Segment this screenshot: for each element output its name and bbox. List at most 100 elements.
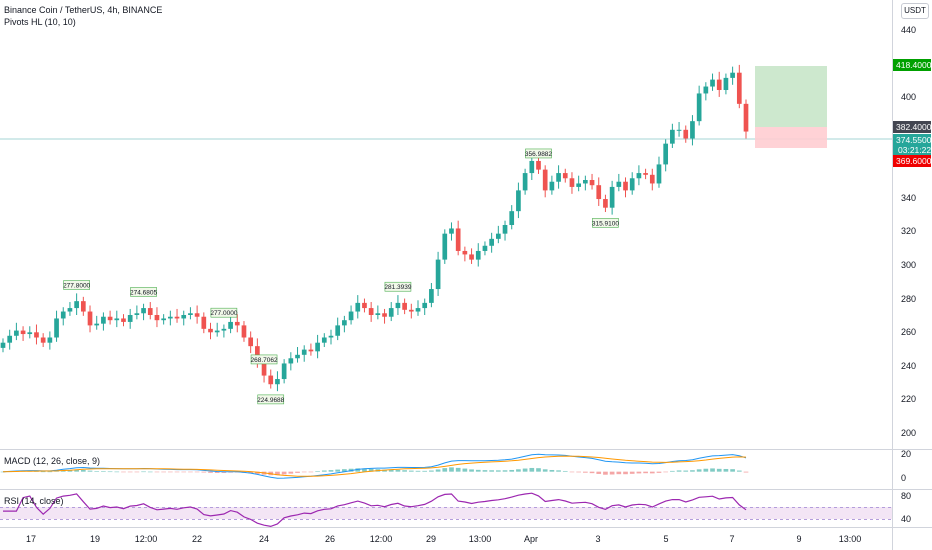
candle-body: [703, 86, 709, 94]
candle-body: [502, 225, 508, 234]
macd-histogram-bar: [321, 470, 327, 472]
rsi-tick: 80: [901, 491, 911, 501]
candle-body: [335, 325, 341, 336]
candle-body: [315, 342, 320, 352]
candle-body: [730, 72, 735, 78]
macd-histogram-bar: [576, 471, 582, 473]
rsi-label[interactable]: RSI (14, close): [4, 496, 64, 506]
macd-histogram-bar: [676, 470, 682, 472]
macd-histogram-bar: [462, 468, 468, 472]
price-axis[interactable]: 440 400 380 360 340 320 300 280 260 240 …: [901, 25, 916, 438]
macd-histogram-bar: [583, 471, 588, 473]
candle-body: [47, 337, 53, 343]
candle-body: [362, 302, 367, 309]
candle-body: [710, 79, 715, 87]
stop-zone[interactable]: [755, 127, 827, 148]
macd-histogram-bar: [670, 470, 675, 472]
pivot-label: 277.0000: [210, 310, 237, 317]
candle-body: [536, 160, 541, 170]
macd-histogram-bar: [435, 469, 441, 472]
target-zone[interactable]: [755, 66, 827, 127]
macd-histogram-bar: [67, 470, 73, 472]
rsi-band: [0, 507, 892, 519]
time-axis[interactable]: 17 19 12:00 22 24 26 12:00 29 13:00 Apr …: [26, 534, 861, 544]
currency-button[interactable]: USDT: [901, 3, 929, 19]
candle-body: [623, 181, 628, 191]
macd-histogram-bar: [429, 470, 434, 472]
candles-layer: [0, 64, 749, 392]
pivots-layer: 277.8000 274.6805 277.0000 268.7062 224.9688…: [63, 148, 619, 405]
pivot-label-box: [250, 354, 278, 365]
pivot-label: 277.8000: [63, 283, 90, 290]
macd-histogram-bar: [415, 470, 421, 472]
macd-histogram-bar: [94, 471, 100, 472]
pivot-label: 224.9688: [257, 397, 284, 404]
candle-body: [696, 93, 702, 122]
candle-body: [147, 308, 153, 315]
candle-body: [114, 318, 120, 321]
candle-body: [214, 330, 220, 333]
pivot-label: 315.9100: [592, 220, 619, 227]
candle-body: [328, 335, 334, 338]
rsi-layer: [3, 492, 747, 528]
candle-body: [275, 379, 280, 385]
candle-body: [107, 316, 113, 321]
candle-body: [208, 328, 213, 333]
macd-histogram-bar: [295, 471, 300, 473]
candle-body: [663, 143, 669, 165]
candle-body: [489, 238, 494, 246]
svg-text:369.6000: 369.6000: [896, 156, 932, 166]
candle-body: [449, 228, 454, 234]
time-tick: Apr: [524, 534, 538, 544]
candle-body: [576, 183, 582, 187]
candle-body: [161, 318, 166, 321]
symbol-title[interactable]: Binance Coin / TetherUS, 4h, BINANCE: [4, 5, 163, 15]
macd-tick: 0: [901, 473, 906, 483]
macd-histogram-bar: [649, 471, 655, 474]
candle-body: [268, 375, 274, 385]
rsi-line: [3, 492, 747, 528]
macd-histogram-bar: [382, 469, 387, 472]
candle-body: [134, 313, 140, 315]
macd-histogram-bar: [107, 471, 113, 473]
candle-body: [167, 316, 173, 319]
macd-histogram-bar: [188, 471, 193, 473]
candle-body: [542, 169, 548, 191]
macd-histogram-bar: [114, 471, 120, 473]
macd-histogram-bar: [616, 471, 622, 475]
svg-text:374.5500: 374.5500: [896, 135, 932, 145]
candle-body: [402, 302, 407, 310]
macd-histogram-bar: [690, 470, 695, 472]
macd-tick: 20: [901, 449, 911, 459]
candle-body: [27, 332, 33, 335]
macd-histogram-bar: [201, 471, 207, 473]
candle-body: [40, 337, 46, 343]
macd-histogram-bar: [449, 467, 454, 472]
svg-text:418.4000: 418.4000: [896, 60, 932, 70]
macd-histogram-bar: [47, 471, 53, 473]
candle-body: [308, 349, 314, 352]
candle-body: [368, 308, 374, 315]
time-tick: 26: [325, 534, 335, 544]
pivots-indicator-label[interactable]: Pivots HL (10, 10): [4, 17, 76, 27]
current-price-tag: 374.5500 03:21:22: [893, 134, 932, 156]
candle-body: [435, 259, 441, 290]
candle-body: [375, 313, 381, 315]
candle-body: [649, 174, 655, 184]
time-tick: 5: [663, 534, 668, 544]
macd-histogram-bar: [629, 471, 635, 474]
candle-body: [583, 180, 588, 184]
macd-label[interactable]: MACD (12, 26, close, 9): [4, 456, 101, 466]
candle-body: [181, 315, 187, 319]
macd-histogram-bar: [736, 470, 742, 472]
macd-histogram-bar: [716, 468, 722, 472]
macd-histogram-bar: [596, 471, 602, 474]
candle-body: [234, 321, 240, 326]
macd-histogram-bar: [355, 468, 361, 472]
macd-histogram-bar: [87, 470, 93, 472]
candle-body: [388, 308, 394, 317]
svg-text:382.4000: 382.4000: [896, 122, 932, 132]
candle-body: [683, 129, 689, 139]
candle-body: [475, 250, 481, 260]
